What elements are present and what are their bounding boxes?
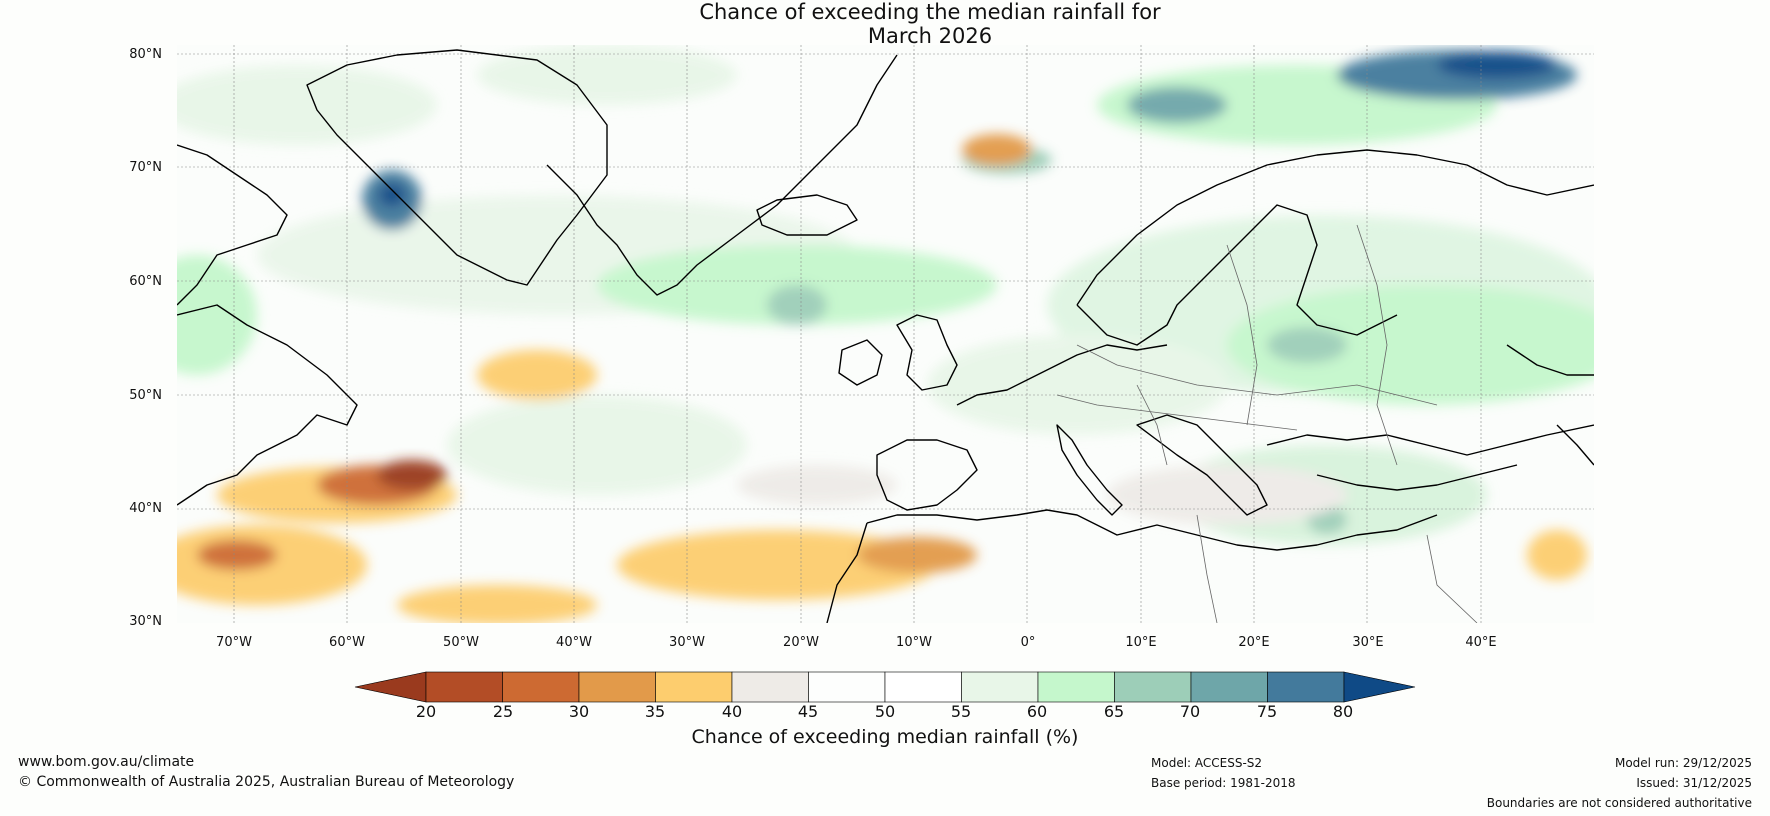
probability-field [177,45,1594,623]
colorbar-segment-6 [808,671,886,703]
colorbar-segment-3 [578,671,656,703]
colorbar-segment-8 [961,671,1039,703]
issued-date: Issued: 31/12/2025 [1636,776,1752,790]
colorbar-tick-70: 70 [1179,702,1201,721]
model-run-date: Model run: 29/12/2025 [1614,756,1752,770]
colorbar-tick-30: 30 [568,702,590,721]
colorbar-tick-75: 75 [1256,702,1278,721]
lon-label-30e: 30°E [1352,635,1384,650]
colorbar-tick-55: 55 [950,702,972,721]
colorbar-segment-4 [655,671,733,703]
colorbar-tick-80: 80 [1332,702,1354,721]
colorbar-tick-40: 40 [721,702,743,721]
colorbar-segment-1 [425,671,503,703]
rainfall-map[interactable] [177,45,1594,623]
lon-label-30w: 30°W [669,635,705,650]
colorbar-tick-65: 65 [1103,702,1125,721]
lon-label-40w: 40°W [556,635,592,650]
map-canvas [177,45,1594,623]
lon-label-20e: 20°E [1238,635,1270,650]
website-link[interactable]: www.bom.gov.au/climate [18,754,195,770]
title-line-2: March 2026 [867,24,993,48]
lat-label-30n: 30°N [129,614,162,629]
lon-label-10e: 10°E [1125,635,1157,650]
colorbar-title: Chance of exceeding median rainfall (%) [691,726,1079,748]
copyright-text: © Commonwealth of Australia 2025, Austra… [18,774,515,790]
lon-label-70w: 70°W [216,635,252,650]
colorbar-tick-45: 45 [797,702,819,721]
coastlines [177,49,1594,623]
lon-label-40e: 40°E [1465,635,1497,650]
country-borders [1056,224,1478,623]
lat-label-50n: 50°N [129,388,162,403]
title-line-1: Chance of exceeding the median rainfall … [699,0,1161,24]
colorbar-tick-25: 25 [492,702,514,721]
chart-title: Chance of exceeding the median rainfall … [630,0,1230,48]
colorbar-extend-high [1343,671,1416,703]
boundaries-disclaimer: Boundaries are not considered authoritat… [1486,796,1752,810]
lon-label-50w: 50°W [443,635,479,650]
model-name: Model: ACCESS-S2 [1151,756,1263,770]
colorbar-segment-12 [1267,671,1345,703]
colorbar-tick-20: 20 [415,702,437,721]
lat-label-60n: 60°N [129,274,162,289]
colorbar-segment-5 [731,671,809,703]
colorbar-tick-50: 50 [874,702,896,721]
lon-label-60w: 60°W [329,635,365,650]
lon-label-0: 0° [1020,635,1036,650]
colorbar-extend-low [354,671,427,703]
lat-label-80n: 80°N [129,47,162,62]
base-period: Base period: 1981-2018 [1151,776,1296,790]
lat-label-70n: 70°N [129,160,162,175]
colorbar-tick-35: 35 [644,702,666,721]
colorbar-segment-11 [1190,671,1268,703]
colorbar-segment-2 [502,671,580,703]
lon-label-20w: 20°W [783,635,819,650]
lat-label-40n: 40°N [129,501,162,516]
colorbar-segment-9 [1037,671,1115,703]
colorbar-tick-60: 60 [1026,702,1048,721]
lon-label-10w: 10°W [896,635,932,650]
colorbar-segment-7 [884,671,962,703]
colorbar-segment-10 [1114,671,1192,703]
